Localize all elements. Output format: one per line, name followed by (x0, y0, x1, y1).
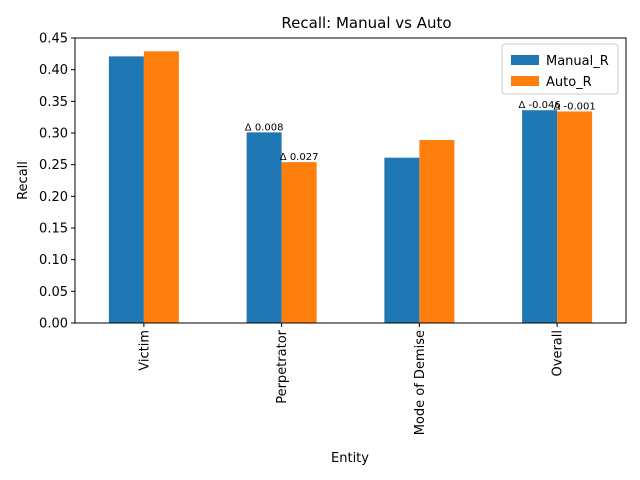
chart-title: Recall: Manual vs Auto (281, 14, 451, 32)
x-tick-label-2: Mode of Demise (413, 330, 428, 435)
delta-annotation-0: Δ 0.008 (245, 122, 284, 133)
bar-manual-r-0 (108, 56, 144, 323)
delta-annotation-3: Δ -0.001 (553, 101, 595, 112)
x-axis-title: Entity (331, 451, 369, 466)
legend-label-manual-r: Manual_R (546, 54, 609, 69)
bar-auto-r-0 (143, 51, 179, 324)
legend-swatch-auto-r (511, 76, 539, 86)
legend-label-auto-r: Auto_R (546, 75, 592, 90)
y-tick-label-7: 0.35 (39, 95, 68, 110)
bar-manual-r-1 (246, 132, 282, 323)
y-tick-label-4: 0.20 (39, 190, 68, 205)
bar-manual-r-3 (522, 110, 558, 323)
x-tick-label-3: Overall (551, 330, 566, 376)
delta-annotation-2: Δ -0.046 (518, 100, 560, 111)
y-tick-label-2: 0.10 (39, 253, 68, 268)
legend-swatch-manual-r (511, 55, 539, 65)
y-tick-label-8: 0.40 (39, 63, 68, 78)
y-tick-label-9: 0.45 (39, 32, 68, 47)
bar-auto-r-3 (557, 111, 593, 323)
y-tick-label-0: 0.00 (39, 317, 68, 332)
x-tick-label-0: Victim (137, 330, 152, 371)
delta-annotation-1: Δ 0.027 (280, 152, 319, 163)
y-tick-label-3: 0.15 (39, 222, 68, 237)
bar-auto-r-2 (419, 139, 455, 323)
plot-frame (74, 37, 627, 324)
bar-auto-r-1 (281, 162, 317, 323)
bar-manual-r-2 (384, 157, 420, 323)
y-axis-title: Recall (16, 161, 31, 200)
plot-area: 0.00 0.05 0.10 0.15 0.20 0.25 0.30 0.35 0.40 0.45… (39, 32, 627, 435)
y-tick-label-1: 0.05 (39, 285, 68, 300)
y-tick-label-5: 0.25 (39, 158, 68, 173)
y-tick-label-6: 0.30 (39, 127, 68, 142)
x-tick-label-1: Perpetrator (275, 329, 290, 403)
